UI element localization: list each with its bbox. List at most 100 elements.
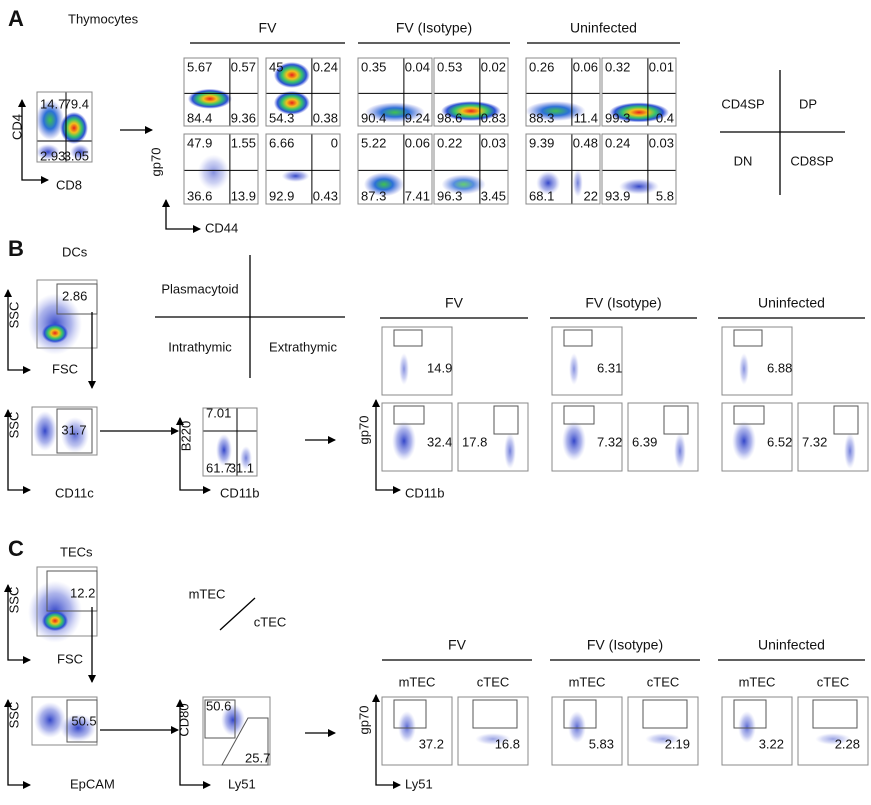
axes-arrow [18, 99, 49, 184]
panel-title: TECs [60, 544, 93, 559]
density [365, 102, 425, 123]
legend-text: DN [734, 153, 753, 168]
quadrant-value: 6.66 [269, 135, 294, 150]
quadrant-value: 88.3 [529, 110, 554, 125]
plot-frame [721, 402, 793, 472]
quadrant-value: 9.24 [405, 110, 430, 125]
axis-label: gp70 [148, 148, 163, 177]
quadrant-value: 90.4 [361, 110, 386, 125]
group-header: FV (Isotype) [396, 20, 472, 36]
plot-frame [183, 57, 259, 127]
axes-arrow [4, 289, 31, 374]
quadrant-value: 0.24 [605, 135, 630, 150]
quadrant-value: 45 [269, 59, 283, 74]
density [739, 353, 749, 385]
density [398, 711, 416, 743]
quadrant-value: 0.06 [405, 135, 430, 150]
axis-label: CD80 [176, 703, 191, 736]
gate-value: 14.9 [427, 360, 452, 375]
gate [56, 283, 98, 315]
density [399, 353, 409, 385]
gate [733, 405, 765, 425]
axis-label: B220 [178, 421, 193, 451]
quadrant-value: 0.03 [649, 135, 674, 150]
plot-frame [265, 133, 341, 205]
legend-text: CD4SP [721, 96, 764, 111]
density [70, 144, 90, 160]
quadrant-value: 0.32 [605, 59, 630, 74]
density [738, 711, 756, 743]
quadrant-value: 0.4 [656, 110, 674, 125]
plot-bg [798, 697, 868, 765]
gate [472, 699, 518, 729]
axis-label: CD11c [55, 485, 94, 500]
plot-frame [551, 696, 623, 766]
legend-text: Plasmacytoid [161, 281, 238, 296]
gate-value: 50.6 [206, 698, 231, 713]
density [732, 421, 756, 461]
density [221, 704, 245, 736]
axis-label: CD11b [405, 485, 445, 500]
quadrant-value: 92.9 [269, 188, 294, 203]
gate [833, 405, 859, 435]
quadrant-value: 0.01 [649, 59, 674, 74]
panel-title: Thymocytes [68, 11, 139, 26]
gate [393, 329, 423, 347]
quadrant-value: 0.26 [529, 59, 554, 74]
plot-frame [183, 133, 259, 205]
gate [563, 405, 595, 425]
density [572, 169, 583, 197]
subheader: mTEC [739, 674, 776, 689]
gate-value: 37.2 [419, 736, 444, 751]
axis-label: SSC [6, 302, 21, 329]
gate [812, 699, 858, 729]
plot-bg [458, 697, 528, 765]
quadrant-value: 14.7 [40, 96, 65, 111]
plot-frame [627, 402, 699, 472]
axes-arrow [176, 417, 211, 494]
density [568, 711, 586, 743]
legend-rule [219, 597, 256, 631]
quadrant-value: 0.43 [313, 188, 338, 203]
quadrant-value: 0 [331, 135, 338, 150]
group-header: FV (Isotype) [587, 637, 663, 653]
gate-value: 7.32 [802, 434, 827, 449]
quadrant-value: 2.93 [40, 148, 65, 163]
quadrant-value: 0.06 [573, 59, 598, 74]
quadrant-value: 13.9 [231, 188, 256, 203]
plot-bg [266, 134, 340, 204]
density [197, 154, 230, 191]
density [441, 101, 501, 122]
density [60, 112, 88, 144]
gate [46, 570, 98, 612]
plot-frame [551, 402, 623, 472]
plot-bg [458, 403, 528, 471]
density [619, 178, 659, 195]
quadrant-value: 0.83 [481, 110, 506, 125]
legend-text: mTEC [189, 586, 226, 601]
axis-label: SSC [6, 702, 21, 729]
gate [56, 408, 93, 454]
density [34, 702, 66, 738]
axis-label: EpCAM [70, 776, 115, 791]
quadrant-value: 5.8 [656, 188, 674, 203]
plot-frame [721, 696, 793, 766]
density [475, 733, 511, 745]
subheader: cTEC [817, 674, 850, 689]
plot-bg [552, 697, 622, 765]
density [844, 433, 856, 469]
density [645, 733, 681, 745]
axis-label: Ly51 [405, 776, 433, 791]
panel-letter: A [8, 6, 24, 31]
quadrant-value: 7.41 [405, 188, 430, 203]
gate [663, 405, 689, 435]
density [525, 101, 586, 122]
plot-bg [628, 403, 698, 471]
gate-value: 6.52 [767, 434, 792, 449]
density [441, 174, 486, 195]
quadrant-value: 1.55 [231, 135, 256, 150]
plot-frame [381, 326, 453, 396]
quadrant-value: 99.3 [605, 110, 630, 125]
